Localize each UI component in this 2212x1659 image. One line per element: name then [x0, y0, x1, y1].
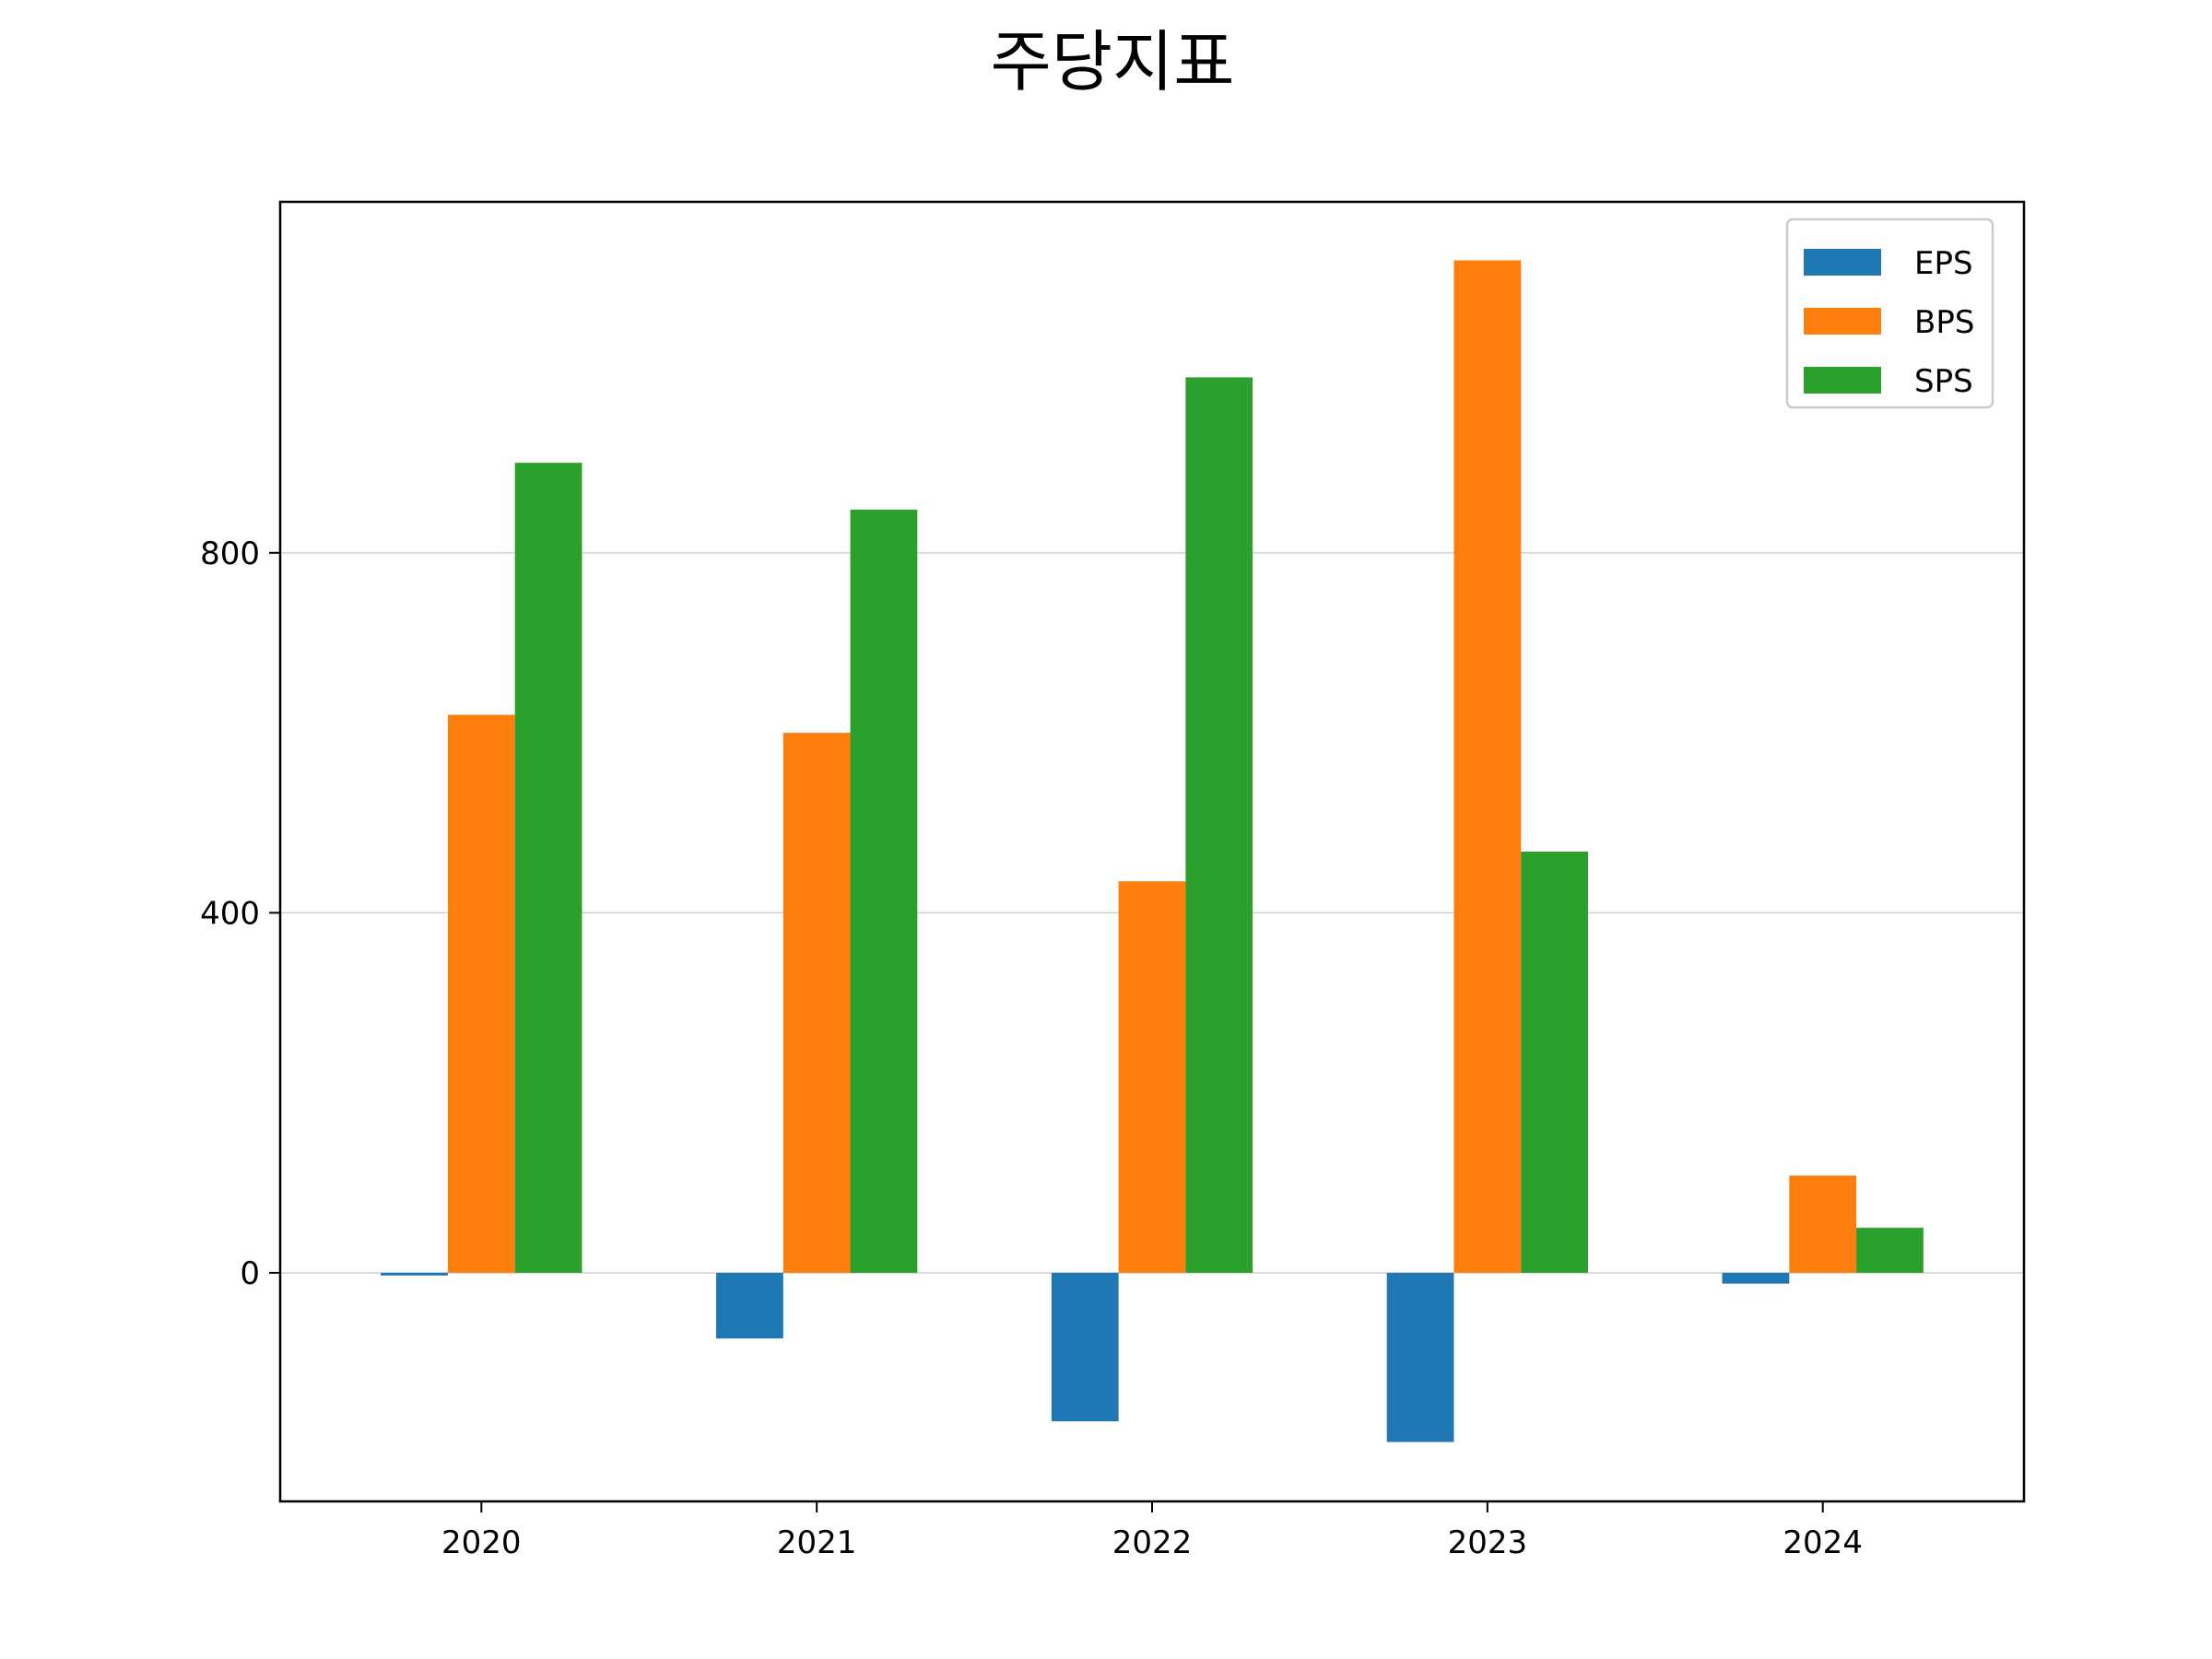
bar-eps-2024	[1722, 1272, 1790, 1284]
bars	[381, 260, 1924, 1442]
legend-swatch-bps	[1804, 308, 1881, 335]
bar-eps-2023	[1386, 1272, 1454, 1442]
bar-eps-2020	[381, 1272, 448, 1276]
bar-sps-2024	[1856, 1228, 1924, 1273]
legend-label-sps: SPS	[1914, 363, 1973, 400]
y-tick-label: 800	[200, 535, 260, 572]
bar-bps-2022	[1118, 881, 1186, 1273]
x-tick-label: 2021	[777, 1524, 857, 1561]
chart-title: 주당지표	[991, 23, 1235, 100]
legend-label-bps: BPS	[1914, 304, 1974, 341]
bar-eps-2021	[716, 1272, 783, 1339]
bar-sps-2021	[850, 509, 918, 1273]
bar-bps-2020	[447, 714, 515, 1273]
x-tick-label: 2020	[441, 1524, 522, 1561]
bar-bps-2023	[1453, 260, 1522, 1273]
bar-sps-2020	[514, 463, 582, 1273]
legend-swatch-sps	[1804, 367, 1881, 394]
legend-label-eps: EPS	[1914, 245, 1973, 282]
y-tick-label: 400	[200, 895, 260, 932]
legend-swatch-eps	[1804, 249, 1881, 276]
bar-sps-2023	[1521, 852, 1588, 1273]
y-tick-label: 0	[240, 1255, 260, 1292]
legend: EPS BPS SPS	[1785, 218, 1994, 409]
x-tick-label: 2023	[1448, 1524, 1528, 1561]
bar-eps-2022	[1051, 1272, 1119, 1422]
bar-bps-2024	[1789, 1175, 1857, 1273]
x-tick-label: 2024	[1783, 1524, 1863, 1561]
axes: 0 400 800 2020 2021 2022 2023 2024	[200, 200, 2026, 1561]
bar-bps-2021	[782, 733, 851, 1273]
bar-sps-2022	[1185, 377, 1253, 1273]
x-tick-label: 2022	[1112, 1524, 1193, 1561]
